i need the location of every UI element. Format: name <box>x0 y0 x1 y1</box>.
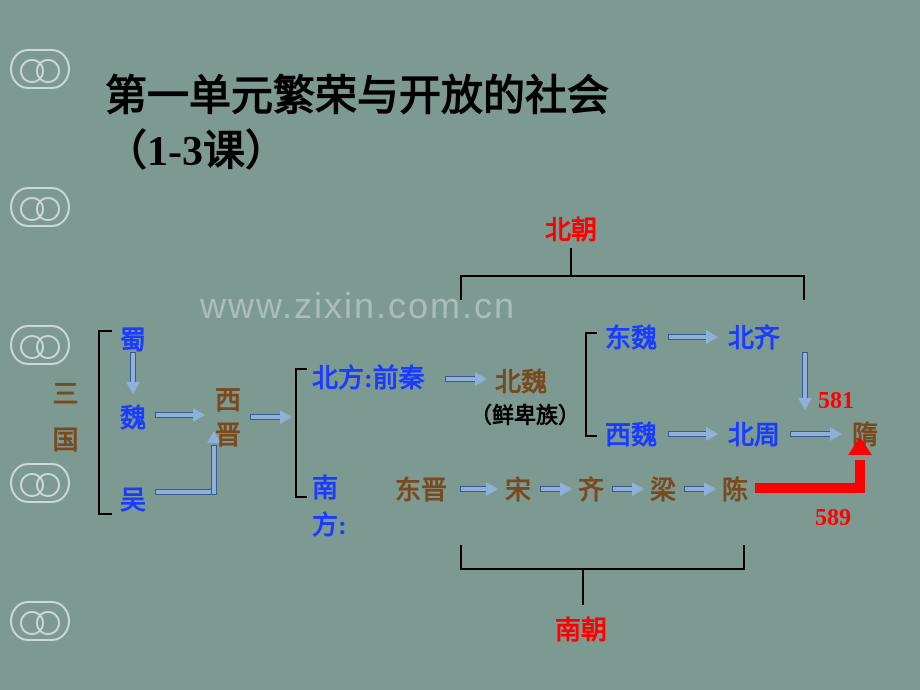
stem-nanchao <box>582 570 584 605</box>
arrow-shu-wei <box>126 352 140 394</box>
page-title: 第一单元繁荣与开放的社会 （1-3课） <box>105 70 609 179</box>
ornament-icon <box>10 601 70 641</box>
label-xijin1: 西 <box>215 380 241 417</box>
stem-beichao <box>570 248 572 275</box>
label-qi: 齐 <box>578 470 604 507</box>
bracket-beichao <box>460 275 805 300</box>
label-nanfang: 南方: <box>312 468 372 542</box>
label-chen: 陈 <box>722 470 748 507</box>
arrow-song-qi <box>540 482 572 496</box>
arrow-beiqi-beizhou <box>798 352 812 410</box>
title-line2: （1-3课） <box>105 129 287 175</box>
char-guo: 国 <box>49 426 78 472</box>
label-dongwei: 东魏 <box>605 318 657 355</box>
ornament-icon <box>10 49 70 89</box>
label-beiwei: 北魏 <box>495 362 547 399</box>
arrow-qinqin-beiwei <box>445 372 487 386</box>
label-sanguo: 三国 <box>45 380 82 480</box>
label-xijin2: 晋 <box>215 415 241 452</box>
label-beichao: 北朝 <box>545 210 597 247</box>
label-beifang: 北方:前秦 <box>312 358 425 395</box>
bracket-jin-split <box>295 368 307 498</box>
bracket-beiwei-split <box>585 332 597 437</box>
label-nanchao: 南朝 <box>555 610 607 647</box>
ornament-column <box>0 0 80 690</box>
arrow-xiwei-beizhou <box>668 427 718 441</box>
label-song: 宋 <box>505 470 531 507</box>
ornament-icon <box>10 187 70 227</box>
bracket-sanguo <box>98 330 112 515</box>
label-liang: 梁 <box>650 470 676 507</box>
label-wei: 魏 <box>120 398 146 435</box>
arrow-beizhou-sui <box>790 427 842 441</box>
arrow-dongwei-beiqi <box>668 330 718 344</box>
ornament-icon <box>10 325 70 365</box>
char-san: 三 <box>49 380 78 426</box>
label-wu: 吴 <box>120 480 146 517</box>
bracket-nanchao <box>460 545 745 570</box>
arrow-wei-xijin <box>155 408 205 422</box>
label-589: 589 <box>815 505 851 532</box>
label-dongjin: 东晋 <box>395 470 447 507</box>
arrow-liang-chen <box>684 482 716 496</box>
title-line1: 第一单元繁荣与开放的社会 <box>105 74 609 120</box>
arrow-xijin-split <box>250 410 292 424</box>
label-beiqi: 北齐 <box>728 318 780 355</box>
arrow-dongjin-song <box>460 482 498 496</box>
label-581: 581 <box>818 388 854 415</box>
arrow-chen-sui <box>755 445 870 493</box>
label-xianbei: （鲜卑族） <box>470 398 580 430</box>
arrow-qi-liang <box>612 482 644 496</box>
label-xiwei: 西魏 <box>605 415 657 452</box>
